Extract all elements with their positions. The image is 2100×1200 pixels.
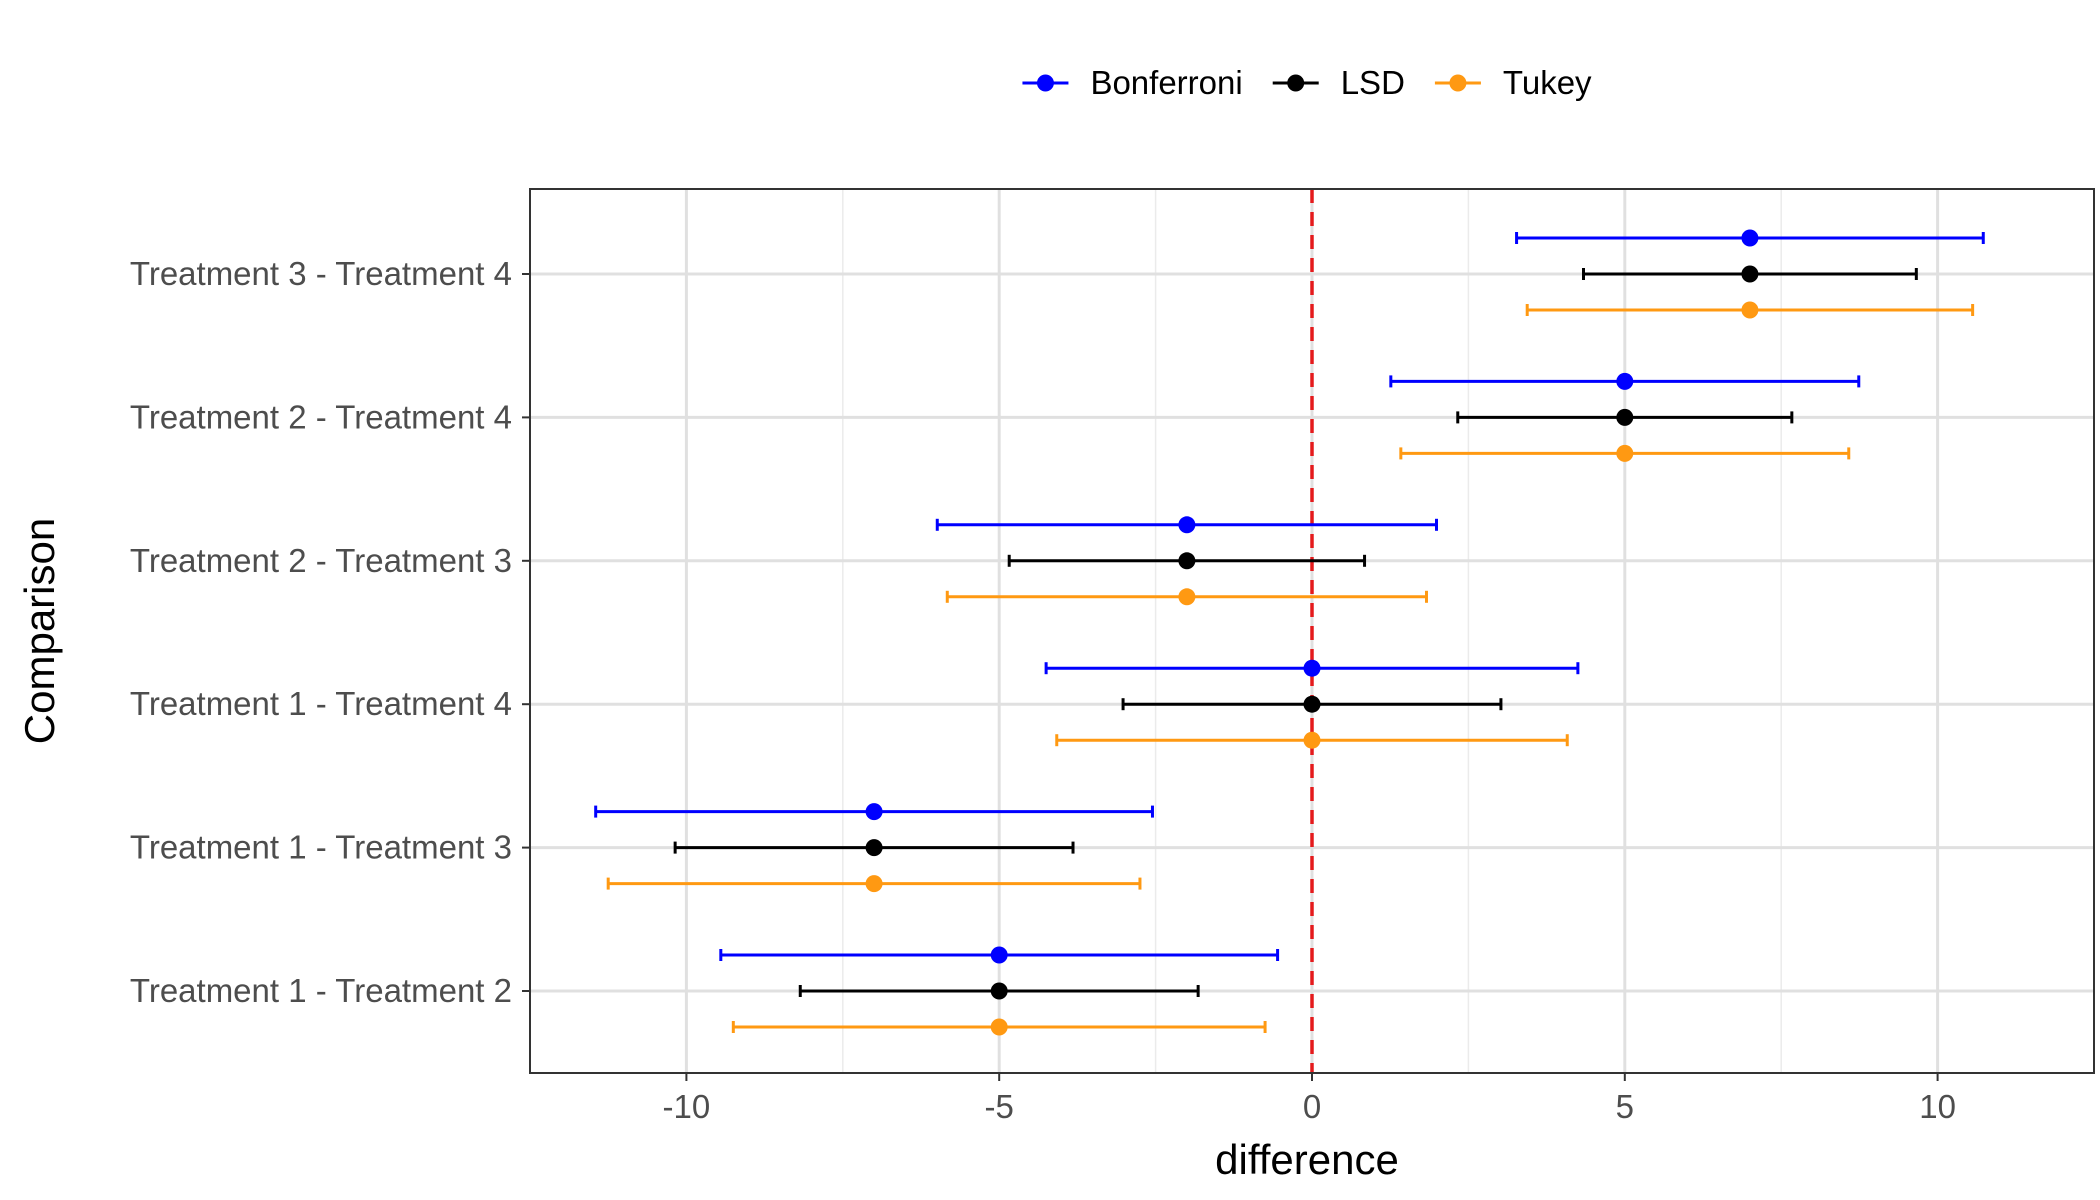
series-tukey [606,301,1975,1036]
estimate-point [1741,301,1759,319]
estimate-point [865,803,883,821]
estimate-point [1178,588,1196,606]
x-tick-label: -5 [985,1088,1014,1125]
estimate-point [990,982,1008,1000]
x-axis: -10 -5 0 5 10 [663,1073,1956,1125]
estimate-point [990,946,1008,964]
x-tick-label: -10 [663,1088,711,1125]
estimate-point [1741,229,1759,247]
estimate-point [1616,408,1634,426]
legend-key-point [1036,74,1054,92]
estimate-point [865,875,883,893]
y-tick-label: Treatment 1 - Treatment 3 [130,829,512,866]
x-tick-label: 10 [1919,1088,1956,1125]
legend-label: Tukey [1503,64,1592,101]
legend-item-tukey: Tukey [1434,64,1592,101]
legend-key-point [1449,74,1467,92]
y-axis: Treatment 1 - Treatment 2 Treatment 1 - T… [130,255,530,1009]
y-tick-label: Treatment 3 - Treatment 4 [130,255,512,292]
y-tick-label: Treatment 2 - Treatment 4 [130,398,512,435]
estimate-point [1178,516,1196,534]
x-axis-title: difference [1215,1136,1399,1183]
estimate-point [1616,372,1634,390]
estimate-point [1178,552,1196,570]
estimate-point [1303,731,1321,749]
grid-lines [530,189,2094,1073]
estimate-point [865,839,883,857]
error-bars [594,229,1985,1036]
y-tick-label: Treatment 1 - Treatment 4 [130,685,512,722]
y-tick-label: Treatment 1 - Treatment 2 [130,972,512,1009]
legend-key-point [1287,74,1305,92]
estimate-point [1303,659,1321,677]
estimate-point [990,1018,1008,1036]
estimate-point [1303,695,1321,713]
legend-item-bonferroni: Bonferroni [1022,64,1243,101]
y-tick-label: Treatment 2 - Treatment 3 [130,542,512,579]
legend-label: LSD [1341,64,1405,101]
y-axis-title: Comparison [16,518,63,744]
estimate-point [1616,444,1634,462]
x-tick-label: 0 [1303,1088,1321,1125]
legend-label: Bonferroni [1090,64,1242,101]
estimate-point [1741,265,1759,283]
series-lsd [673,265,1918,1000]
x-tick-label: 5 [1616,1088,1634,1125]
legend-item-lsd: LSD [1272,64,1405,101]
legend: Bonferroni LSD Tukey [1022,64,1592,101]
series-bonferroni [594,229,1985,964]
